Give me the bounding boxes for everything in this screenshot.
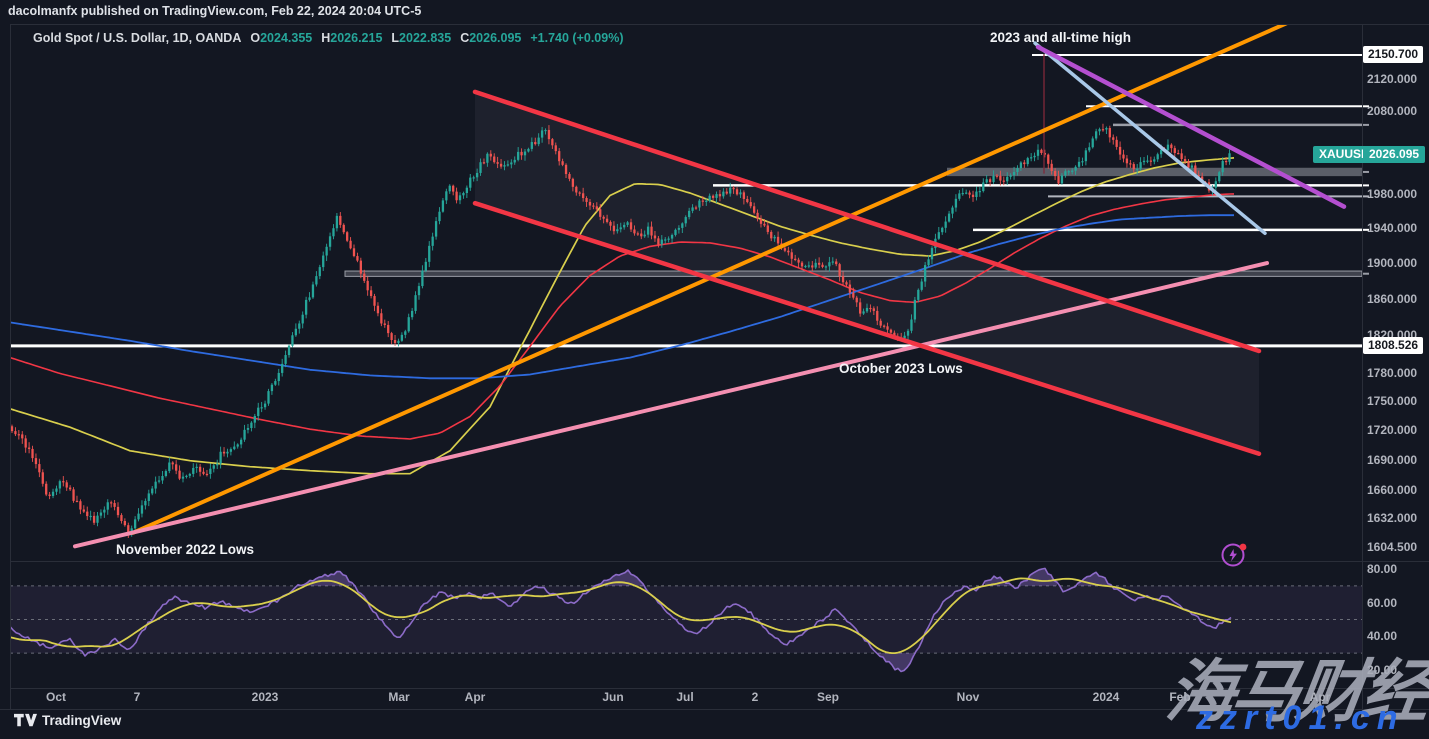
time-tick-7: 7	[133, 690, 141, 704]
rsi-tick: 60.00	[1367, 595, 1398, 610]
price-tick: 1660.000	[1367, 482, 1418, 497]
price-level-label: 2150.700	[1363, 46, 1424, 63]
open-value: 2024.355	[260, 31, 313, 45]
open-label: O	[250, 31, 261, 45]
footer-divider	[0, 709, 1429, 710]
red-channel-fill	[475, 91, 1259, 454]
price-tick: 1604.500	[1367, 539, 1418, 554]
symbol-legend[interactable]: Gold Spot / U.S. Dollar, 1D, OANDA O2024.…	[33, 31, 623, 45]
flash-ideas-button[interactable]	[1219, 540, 1249, 575]
pane-divider	[10, 561, 1429, 562]
time-tick-2: 2	[751, 690, 759, 704]
price-tick: 1860.000	[1367, 291, 1418, 306]
trendline-red-channel-lower[interactable]	[472, 200, 1262, 456]
price-tick: 1690.000	[1367, 452, 1418, 467]
price-axis-divider	[1362, 24, 1363, 709]
price-tick: 1632.000	[1367, 511, 1418, 526]
price-tick: 2080.000	[1367, 104, 1418, 119]
candles-up[interactable]	[51, 126, 1231, 537]
high-value: 2026.215	[330, 31, 383, 45]
time-tick-Apr: Apr	[1309, 690, 1331, 704]
price-tick: 1720.000	[1367, 423, 1418, 438]
main-pane	[10, 25, 1362, 549]
lightning-icon	[1221, 543, 1247, 567]
close-value: 2026.095	[469, 31, 522, 45]
annotation-1: October 2023 Lows	[839, 361, 963, 376]
rsi-tick: 80.00	[1367, 562, 1398, 576]
last-price-label: 2026.095	[1363, 146, 1426, 164]
price-tick: 1940.000	[1367, 221, 1418, 236]
time-tick-2024: 2024	[1092, 690, 1120, 704]
price-tick: 1980.000	[1367, 186, 1418, 201]
rsi-pane	[10, 567, 1362, 673]
time-tick-Oct: Oct	[45, 690, 66, 704]
high-label: H	[321, 31, 331, 45]
rsi-tick: 40.00	[1367, 629, 1398, 644]
price-level-label: 1808.526	[1363, 336, 1424, 354]
low-label: L	[391, 31, 400, 45]
time-axis-divider	[10, 688, 1429, 689]
time-tick-Mar: Mar	[388, 690, 410, 704]
tradingview-logo[interactable]: TradingView	[14, 713, 121, 728]
time-tick-Nov: Nov	[956, 690, 980, 704]
price-tick: 1750.000	[1367, 394, 1418, 409]
time-tick-Sep: Sep	[816, 690, 839, 704]
rsi-line[interactable]	[10, 567, 1232, 673]
low-value: 2022.835	[399, 31, 452, 45]
time-tick-Feb: Feb	[1169, 690, 1191, 704]
symbol-title: Gold Spot / U.S. Dollar, 1D, OANDA	[33, 31, 242, 45]
yellow-ma[interactable]	[10, 157, 1235, 475]
price-tick: 1780.000	[1367, 365, 1418, 380]
trendline-lightblue-descending-resistance[interactable]	[1033, 41, 1267, 236]
time-tick-2023: 2023	[251, 690, 279, 704]
left-divider	[10, 24, 11, 709]
level-zone-zone-2011-2001[interactable]	[947, 167, 1362, 177]
rsi-tick: 20.00	[1367, 662, 1398, 677]
time-tick-Jun: Jun	[602, 690, 624, 704]
tradingview-glyph-icon	[14, 713, 37, 727]
trendline-red-channel-upper[interactable]	[472, 89, 1262, 354]
annotation-2: November 2022 Lows	[116, 542, 255, 557]
price-tick: 1900.000	[1367, 256, 1418, 271]
watermark-url: zzrt01.cn	[1196, 699, 1405, 737]
time-tick-Apr: Apr	[464, 690, 486, 704]
top-divider	[10, 24, 1429, 25]
rsi-ma-line[interactable]	[10, 577, 1232, 654]
publish-info: dacolmanfx published on TradingView.com,…	[8, 4, 422, 18]
tradingview-logo-text: TradingView	[42, 713, 122, 728]
price-tick: 2120.000	[1367, 72, 1418, 87]
symbol-axis-label: XAUUSD	[1313, 146, 1376, 164]
change-value: +1.740 (+0.09%)	[530, 31, 624, 45]
time-tick-Jul: Jul	[676, 690, 694, 704]
trendline-pink-ascending-support[interactable]	[73, 261, 1269, 549]
close-label: C	[460, 31, 470, 45]
rsi-extreme-fill	[877, 653, 913, 672]
level-zone-zone-1891-1885[interactable]	[344, 270, 1362, 277]
blue-ma[interactable]	[10, 214, 1234, 380]
red-ma[interactable]	[10, 193, 1235, 440]
annotation-0: 2023 and all-time high	[990, 30, 1132, 45]
trendline-magenta-descending-resistance[interactable]	[1035, 44, 1347, 209]
rsi-extreme-fill	[595, 570, 643, 586]
chart-canvas[interactable]	[10, 24, 1362, 688]
